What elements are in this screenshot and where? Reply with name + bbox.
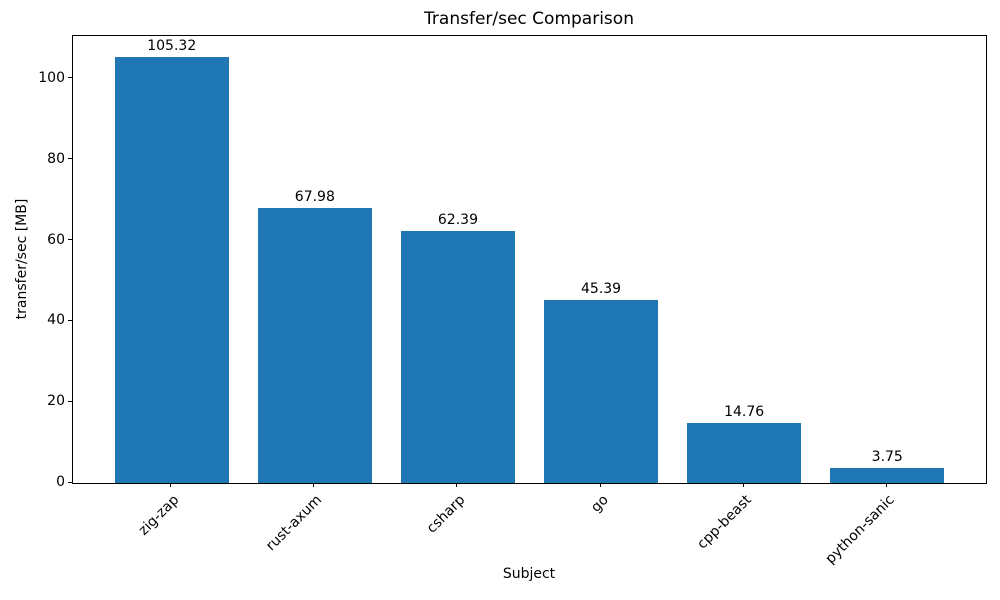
chart-title: Transfer/sec Comparison <box>424 9 634 29</box>
y-axis-label: transfer/sec [MB] <box>14 198 30 320</box>
x-tick <box>742 483 744 487</box>
y-tick <box>68 239 72 240</box>
x-tick-label: go <box>587 492 612 516</box>
y-tick <box>68 481 72 483</box>
bar <box>400 230 516 483</box>
x-tick <box>599 483 601 487</box>
bar-value-label: 45.39 <box>581 280 622 297</box>
y-tick-label: 20 <box>47 393 65 410</box>
x-tick-label: rust-axum <box>263 492 326 555</box>
bar <box>830 467 945 483</box>
bar-value-label: 14.76 <box>724 404 765 421</box>
bar-value-label: 3.75 <box>871 448 903 465</box>
x-tick-label: cpp-beast <box>694 492 755 553</box>
plot-area: 105.32 67.98 62.39 45.39 14.76 3.75 <box>72 35 987 484</box>
y-tick <box>68 158 72 160</box>
bar <box>257 208 373 483</box>
bar-value-label: 62.39 <box>437 211 478 228</box>
y-tick <box>68 77 72 79</box>
x-tick <box>456 483 458 487</box>
x-tick-label: zig-zap <box>135 492 183 539</box>
bar <box>543 299 659 483</box>
x-tick <box>313 483 315 487</box>
x-axis-label: Subject <box>502 566 556 582</box>
y-tick <box>68 319 72 321</box>
bar-value-label: 67.98 <box>294 189 335 206</box>
x-tick-label: csharp <box>423 492 469 537</box>
x-tick <box>170 483 172 487</box>
bar <box>686 423 802 483</box>
x-tick <box>885 483 887 487</box>
y-tick-label: 0 <box>56 474 65 490</box>
y-tick-label: 60 <box>47 231 65 248</box>
bar-value-label: 105.32 <box>147 38 197 55</box>
bar <box>114 57 229 483</box>
y-tick <box>68 400 72 402</box>
y-tick-label: 100 <box>38 69 65 86</box>
x-tick-label: python-sanic <box>822 492 898 568</box>
y-tick-label: 80 <box>47 150 65 167</box>
y-tick-label: 40 <box>47 312 65 329</box>
